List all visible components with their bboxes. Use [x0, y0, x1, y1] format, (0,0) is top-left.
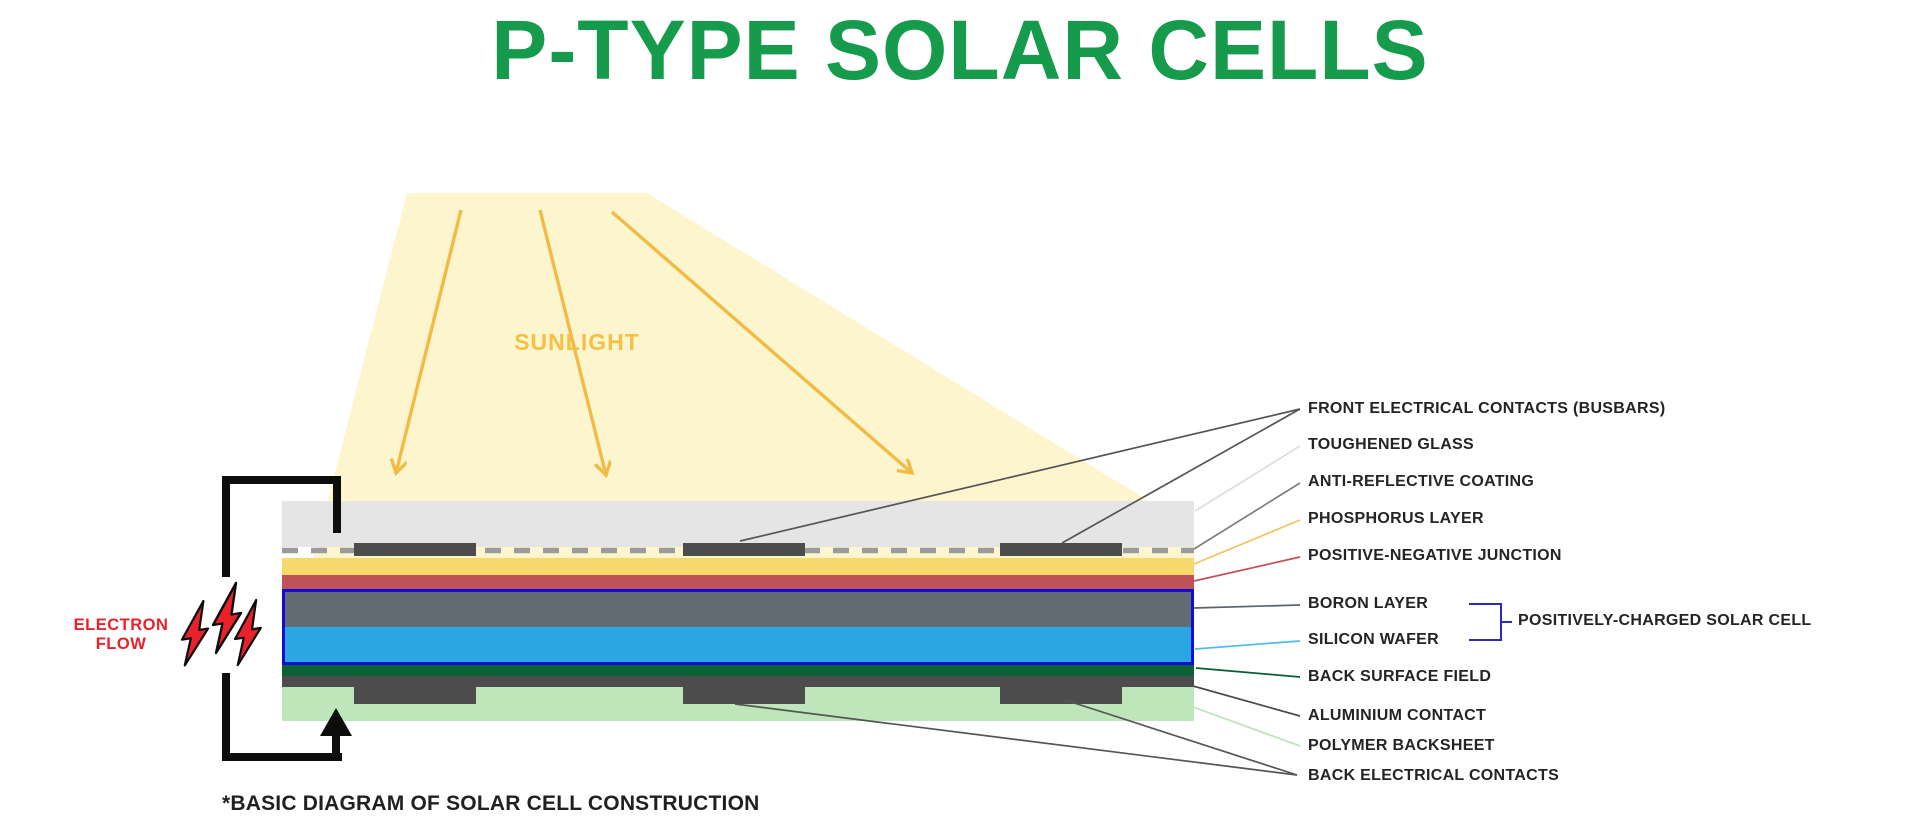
layer-aluminium-contact: [282, 676, 1194, 687]
electron-flow-label: ELECTRON FLOW: [41, 616, 201, 654]
electron-flow-line2: FLOW: [95, 635, 147, 653]
back-contact: [354, 686, 476, 704]
wire-arrowhead-icon: [320, 708, 352, 736]
electron-flow-bolts: [180, 581, 262, 667]
wire-top: [222, 476, 341, 577]
leader-aluminium: [1192, 685, 1301, 717]
label-phosphorus: PHOSPHORUS LAYER: [1308, 510, 1484, 527]
sun-rays: [396, 209, 912, 475]
leader-back-surface-field: [1195, 667, 1301, 678]
label-back-contacts: BACK ELECTRICAL CONTACTS: [1308, 767, 1560, 784]
label-anti-reflective: ANTI-REFLECTIVE COATING: [1308, 473, 1535, 490]
label-positively-charged: POSITIVELY-CHARGED SOLAR CELL: [1518, 612, 1812, 629]
leader-anti-reflective: [1193, 482, 1301, 550]
layer-boron: [282, 589, 1194, 627]
label-pn-junction: POSITIVE-NEGATIVE JUNCTION: [1308, 547, 1562, 564]
positively-charged-cell-outline: [282, 589, 1194, 665]
layer-toughened-glass: [282, 501, 1194, 547]
label-boron: BORON LAYER: [1308, 595, 1429, 612]
label-back-surface-field: BACK SURFACE FIELD: [1308, 668, 1492, 685]
electron-flow-line1: ELECTRON: [73, 616, 169, 634]
lightning-bolt-icon: [180, 599, 210, 667]
leader-lines: [734, 408, 1301, 776]
leader-front-contacts: [739, 408, 1301, 542]
lightning-bolt-icon: [211, 581, 243, 655]
sun-ray-icon: [610, 210, 912, 473]
leader-toughened-glass: [1194, 445, 1301, 512]
sun-ray-icon: [538, 209, 606, 475]
leader-silicon: [1194, 640, 1301, 650]
caption: *BASIC DIAGRAM OF SOLAR CELL CONSTRUCTIO…: [222, 792, 760, 815]
leader-back-contacts: [734, 703, 1298, 776]
leader-pn-junction: [1193, 556, 1301, 582]
wire-bottom: [222, 673, 342, 761]
page-title: P-TYPE SOLAR CELLS: [491, 3, 1429, 97]
back-electrical-contacts: [354, 686, 1122, 704]
layer-back-surface-field: [282, 665, 1194, 676]
front-electrical-contacts: [354, 543, 1122, 556]
label-silicon: SILICON WAFER: [1308, 631, 1440, 648]
sunlight-beam: [313, 193, 1194, 558]
leader-polymer: [1192, 706, 1301, 747]
circuit-wire: [222, 476, 342, 761]
sun-ray-icon: [396, 209, 463, 473]
leader-boron: [1193, 604, 1301, 609]
leader-phosphorus: [1193, 519, 1301, 565]
label-aluminium: ALUMINIUM CONTACT: [1308, 707, 1487, 724]
back-contact: [683, 686, 805, 704]
sunlight-label: SUNLIGHT: [514, 329, 640, 355]
label-polymer: POLYMER BACKSHEET: [1308, 737, 1495, 754]
busbar: [1000, 543, 1122, 556]
leader-back-contacts: [1064, 699, 1298, 776]
label-front-contacts: FRONT ELECTRICAL CONTACTS (BUSBARS): [1308, 400, 1666, 417]
leader-front-contacts: [1061, 408, 1301, 544]
lightning-bolt-icon: [233, 598, 262, 667]
busbar: [354, 543, 476, 556]
back-contact: [1000, 686, 1122, 704]
busbar: [683, 543, 805, 556]
label-toughened-glass: TOUGHENED GLASS: [1308, 436, 1474, 453]
positively-charged-bracket: [1469, 603, 1512, 641]
layer-silicon-wafer: [282, 627, 1194, 665]
layer-pn-junction: [282, 575, 1194, 589]
layer-phosphorus: [282, 558, 1194, 575]
